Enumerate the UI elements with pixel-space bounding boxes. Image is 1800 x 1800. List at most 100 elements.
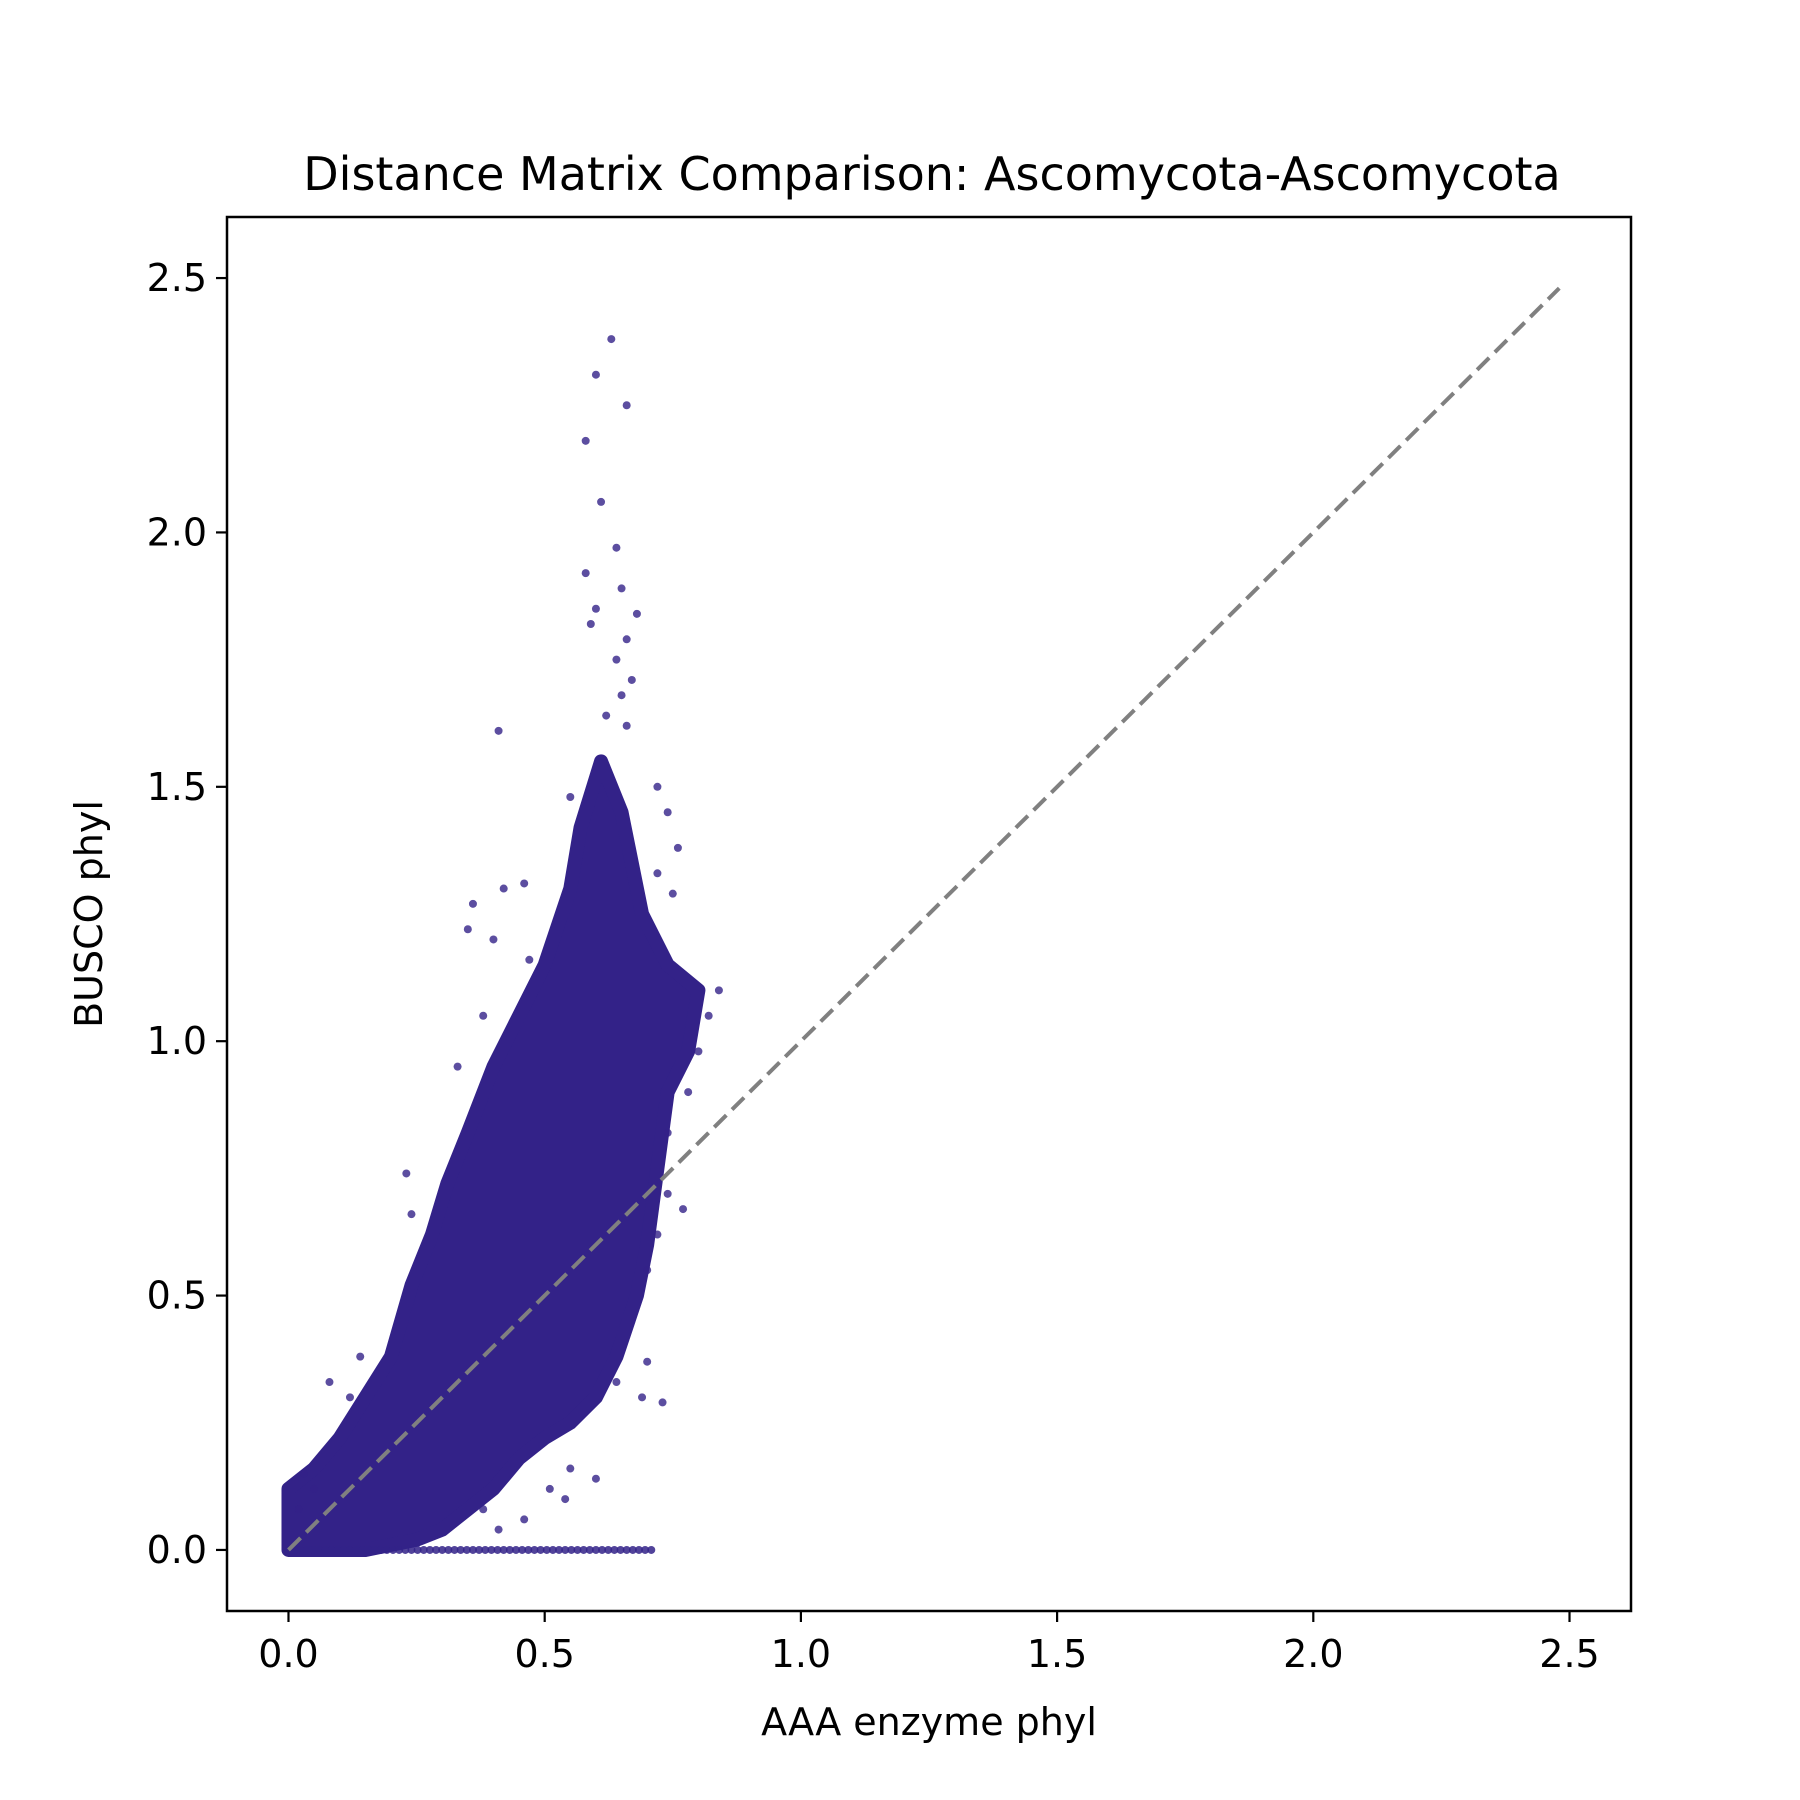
y-tick-label: 2.5	[147, 256, 207, 300]
y-axis: 0.0 0.5 1.0 1.5 2.0 2.5	[147, 256, 227, 1572]
data-point	[617, 691, 626, 700]
data-point	[643, 1266, 652, 1275]
data-point	[345, 1393, 354, 1402]
data-point	[309, 1545, 318, 1554]
data-point	[494, 726, 503, 735]
x-tick-label: 0.0	[258, 1632, 318, 1676]
x-axis: 0.0 0.5 1.0 1.5 2.0 2.5	[258, 1611, 1600, 1676]
data-point	[684, 1088, 693, 1097]
data-point	[622, 721, 631, 730]
data-point	[567, 1545, 576, 1554]
data-point	[489, 935, 498, 944]
data-point	[493, 1545, 502, 1554]
data-point	[573, 1545, 582, 1554]
data-point	[462, 1545, 471, 1554]
data-point	[456, 1545, 465, 1554]
data-point	[453, 1062, 462, 1071]
data-point	[607, 335, 616, 344]
data-point	[643, 1357, 652, 1366]
data-point	[389, 1545, 398, 1554]
data-point	[520, 879, 529, 888]
data-point	[714, 986, 723, 995]
x-tick-label: 0.5	[514, 1632, 574, 1676]
data-point	[641, 1545, 650, 1554]
y-axis-label: BUSCO phyl	[67, 800, 111, 1028]
data-point	[561, 1545, 570, 1554]
data-point	[561, 1495, 570, 1504]
data-point	[356, 1352, 365, 1361]
data-point	[524, 1545, 533, 1554]
data-point	[647, 1545, 656, 1554]
data-point	[591, 370, 600, 379]
data-point	[432, 1545, 441, 1554]
data-point	[402, 1169, 411, 1178]
data-point	[545, 1484, 554, 1493]
data-point	[370, 1545, 379, 1554]
data-point	[536, 1545, 545, 1554]
data-point	[325, 1378, 334, 1387]
data-point	[468, 1545, 477, 1554]
data-point	[604, 1545, 613, 1554]
data-point	[321, 1545, 330, 1554]
data-point	[612, 1378, 621, 1387]
data-point	[704, 1011, 713, 1020]
data-point	[450, 1545, 459, 1554]
data-point	[401, 1545, 410, 1554]
data-point	[419, 1545, 428, 1554]
data-point	[425, 1545, 434, 1554]
data-point	[345, 1545, 354, 1554]
data-point	[591, 1474, 600, 1483]
data-point	[382, 1545, 391, 1554]
x-tick-label: 2.0	[1283, 1632, 1343, 1676]
y-tick-label: 2.0	[147, 510, 207, 554]
data-point	[579, 1545, 588, 1554]
data-point	[591, 1545, 600, 1554]
data-point	[481, 1545, 490, 1554]
data-point	[499, 884, 508, 893]
data-point	[413, 1545, 422, 1554]
data-point	[610, 1545, 619, 1554]
data-point	[602, 711, 611, 720]
data-point	[487, 1545, 496, 1554]
data-point	[548, 1545, 557, 1554]
data-point	[444, 1545, 453, 1554]
data-point	[668, 889, 677, 898]
data-point	[622, 1545, 631, 1554]
data-point	[628, 1545, 637, 1554]
data-point	[479, 1011, 488, 1020]
y-tick-label: 0.5	[147, 1274, 207, 1318]
data-point	[376, 1545, 385, 1554]
data-point	[315, 1545, 324, 1554]
data-point	[632, 609, 641, 618]
data-point	[302, 1545, 311, 1554]
data-point	[663, 1128, 672, 1137]
data-point	[555, 1545, 564, 1554]
data-point	[339, 1545, 348, 1554]
point-cloud	[281, 754, 706, 1557]
data-point	[653, 782, 662, 791]
data-point	[663, 1189, 672, 1198]
data-point	[294, 1505, 303, 1514]
data-point	[598, 1545, 607, 1554]
data-point	[581, 436, 590, 445]
plot-area-frame	[225, 215, 1633, 1613]
data-point	[530, 1545, 539, 1554]
data-point	[542, 1545, 551, 1554]
data-point	[525, 955, 534, 964]
data-point	[494, 1525, 503, 1534]
y-tick-label: 1.0	[147, 1019, 207, 1063]
data-point	[327, 1545, 336, 1554]
data-point	[581, 569, 590, 578]
data-point	[627, 675, 636, 684]
y-tick-label: 0.0	[147, 1528, 207, 1572]
data-point	[679, 1205, 688, 1214]
data-point	[499, 1545, 508, 1554]
data-point	[407, 1545, 416, 1554]
data-point	[622, 635, 631, 644]
scatter-points	[281, 335, 723, 1557]
x-tick-label: 2.5	[1539, 1632, 1599, 1676]
data-point	[597, 497, 606, 506]
chart-title: Distance Matrix Comparison: Ascomycota-A…	[303, 147, 1560, 201]
data-point	[653, 869, 662, 878]
